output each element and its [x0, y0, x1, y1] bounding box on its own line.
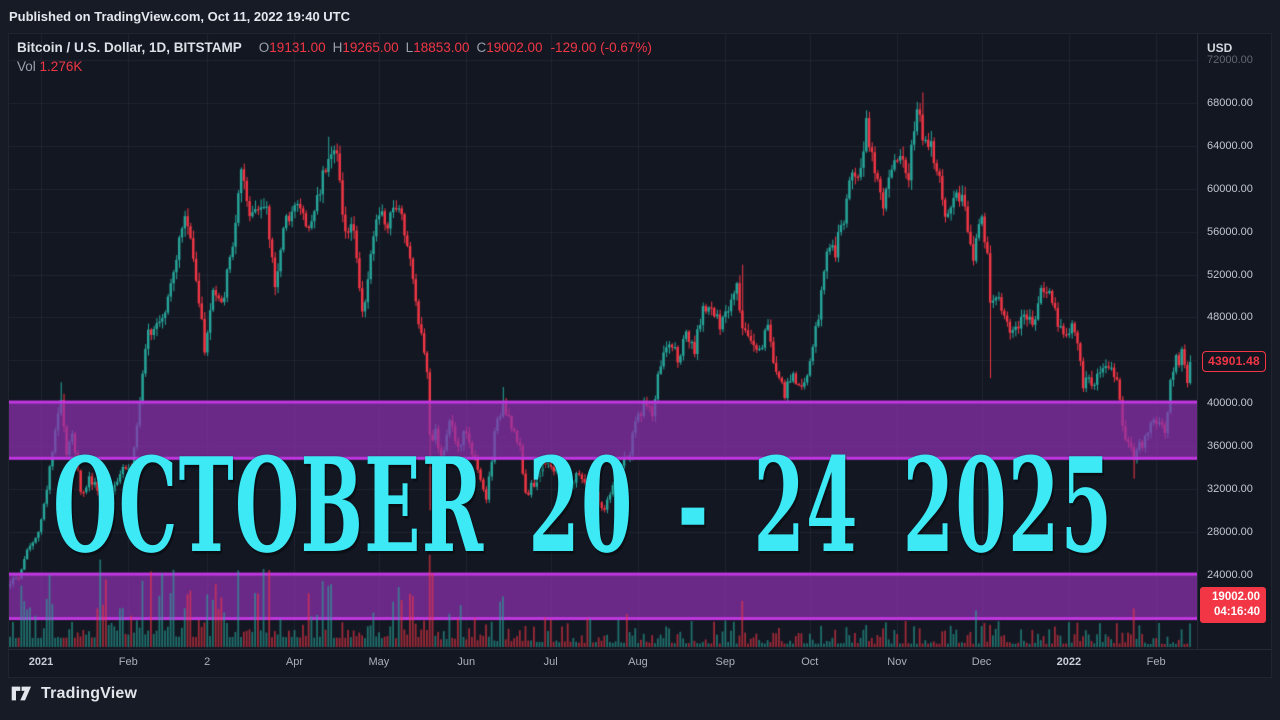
time-tick-month: May	[368, 656, 390, 668]
time-tick-year: 2022	[1056, 656, 1082, 668]
chart-panel: Bitcoin / U.S. Dollar, 1D, BITSTAMP O1913…	[8, 33, 1272, 678]
price-tick-label: 52000.00	[1207, 268, 1253, 281]
footer-bar: TradingView	[0, 678, 1280, 720]
time-tick-month: Dec	[971, 656, 992, 668]
current-price-tag: 19002.00 04:16:40	[1200, 587, 1266, 624]
time-tick-month: Oct	[801, 656, 819, 668]
time-tick-month: Sep	[715, 656, 736, 668]
symbol-legend[interactable]: Bitcoin / U.S. Dollar, 1D, BITSTAMP O1913…	[17, 40, 652, 74]
volume-label: Vol	[17, 59, 36, 74]
bar-countdown: 04:16:40	[1213, 606, 1260, 619]
price-tick-label: 36000.00	[1207, 440, 1253, 452]
ohlc-value: 19265.00	[342, 40, 399, 55]
time-tick-month: Nov	[887, 656, 907, 668]
time-tick-month: Feb	[118, 656, 138, 668]
ohlc-value: 18853.00	[413, 40, 470, 55]
price-tick-label: 24000.00	[1207, 568, 1253, 581]
time-tick-month: Jun	[457, 656, 476, 668]
ohlc-value: 19002.00	[486, 40, 543, 55]
price-tick-label: 72000.00	[1207, 54, 1253, 67]
ohlc-values: O19131.00 H19265.00 L18853.00 C19002.00	[252, 40, 543, 55]
price-tick-label: 28000.00	[1207, 525, 1253, 538]
tradingview-logo-icon	[11, 686, 31, 701]
price-tick-label: 48000.00	[1207, 311, 1253, 324]
time-tick-month: Aug	[628, 656, 648, 668]
published-text: Published on TradingView.com, Oct 11, 20…	[9, 9, 351, 24]
ohlc-key: H	[332, 40, 343, 55]
price-axis[interactable]: USD 43901.48 19002.00 04:16:40 72000.00 6…	[1197, 34, 1273, 649]
tradingview-brand-text: TradingView	[41, 684, 138, 702]
price-tick-label: 40000.00	[1207, 397, 1253, 410]
price-tick-label: 60000.00	[1207, 182, 1253, 195]
time-tick-year: 2021	[28, 656, 54, 668]
published-info-bar: Published on TradingView.com, Oct 11, 20…	[0, 0, 1280, 33]
price-tick-label: 64000.00	[1207, 139, 1253, 152]
symbol-title: Bitcoin / U.S. Dollar, 1D, BITSTAMP	[17, 40, 242, 55]
current-price-value: 19002.00	[1212, 591, 1260, 604]
change-value: -129.00 (-0.67%)	[550, 40, 652, 55]
time-axis[interactable]: 2021 Feb 2 Apr May Jun Jul Aug Sep Oct Nov Dec 2022 F…	[9, 649, 1271, 678]
overlay-banner-text: OCTOBER 20 - 24 2025	[53, 429, 1114, 582]
time-tick-month: 2	[204, 656, 211, 668]
candlestick-chart-canvas[interactable]	[9, 34, 1197, 649]
last-visible-price-tag: 43901.48	[1202, 351, 1266, 373]
ohlc-key: O	[258, 40, 270, 55]
time-tick-month: Jul	[543, 656, 558, 668]
price-tick-label: 32000.00	[1207, 482, 1253, 495]
tradingview-brand[interactable]: TradingView	[10, 684, 137, 703]
time-tick-month: Apr	[285, 656, 303, 668]
ohlc-value: 19131.00	[269, 40, 326, 55]
price-axis-unit: USD	[1207, 41, 1233, 55]
price-tick-label: 68000.00	[1207, 96, 1253, 109]
ohlc-key: C	[476, 40, 487, 55]
time-tick-month: Feb	[1146, 656, 1166, 668]
ohlc-key: L	[405, 40, 414, 55]
volume-value: 1.276K	[39, 59, 83, 74]
price-tick-label: 56000.00	[1207, 225, 1253, 238]
legend-line-1: Bitcoin / U.S. Dollar, 1D, BITSTAMP O1913…	[17, 40, 652, 55]
legend-line-volume: Vol 1.276K	[17, 59, 652, 74]
